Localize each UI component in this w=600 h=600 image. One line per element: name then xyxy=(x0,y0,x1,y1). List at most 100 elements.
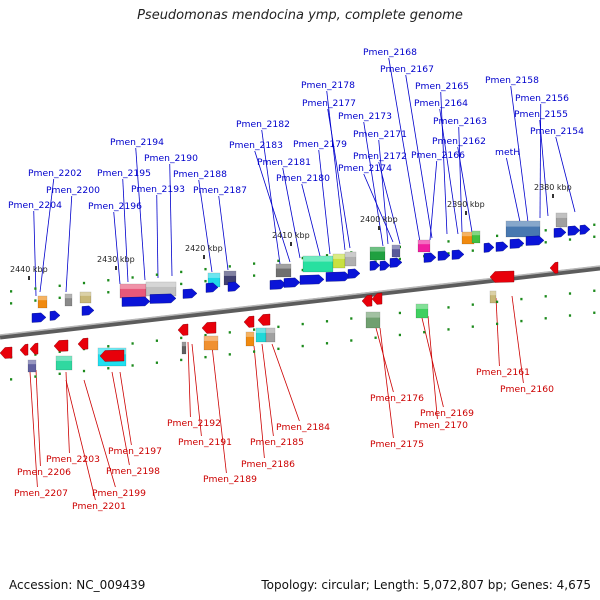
feature-box-shine xyxy=(56,356,72,361)
feature-box xyxy=(415,303,429,319)
label-leader-line xyxy=(111,371,130,466)
tick-mark xyxy=(107,367,110,370)
scale-label: 2420 kbp xyxy=(185,244,223,253)
reverse-gene-arrow xyxy=(201,321,217,334)
reverse-gene-arrow xyxy=(243,315,255,328)
gene-label-reverse: Pmen_2206 xyxy=(17,467,71,478)
gene-label-forward: Pmen_2183 xyxy=(229,140,283,151)
gene-label-forward: Pmen_2177 xyxy=(302,98,356,109)
gene-label-reverse: Pmen_2198 xyxy=(106,466,160,477)
forward-gene-arrow xyxy=(567,225,581,236)
forward-gene-arrow xyxy=(451,249,465,260)
label-leader-line xyxy=(33,210,37,297)
tick-mark xyxy=(10,290,13,293)
feature-box xyxy=(417,239,431,253)
tick-mark xyxy=(253,274,256,277)
gene-label-forward: Pmen_2162 xyxy=(432,136,486,147)
topology-text: Topology: circular; Length: 5,072,807 bp… xyxy=(261,578,591,592)
gene-label-forward: Pmen_2164 xyxy=(414,98,468,109)
feature-box xyxy=(275,263,292,278)
tick-mark xyxy=(398,311,401,315)
gene-label-forward: Pmen_2168 xyxy=(363,47,417,58)
tick-mark xyxy=(155,273,158,276)
tick-mark xyxy=(58,296,61,300)
tick-mark xyxy=(301,256,304,260)
forward-gene-arrow xyxy=(121,296,151,307)
label-leader-line xyxy=(510,85,529,223)
label-leader-line xyxy=(261,343,274,437)
label-leader-line xyxy=(169,163,173,277)
forward-gene-arrow xyxy=(553,227,567,238)
gene-label-forward: Pmen_2195 xyxy=(97,168,151,179)
tick-mark xyxy=(544,317,547,320)
label-leader-line xyxy=(156,194,159,279)
tick-mark xyxy=(301,344,304,348)
gene-label-reverse: Pmen_2201 xyxy=(72,501,126,512)
reverse-gene-arrow xyxy=(0,346,13,359)
gene-label-forward: Pmen_2174 xyxy=(338,163,392,174)
label-leader-line xyxy=(375,327,394,393)
label-leader-line xyxy=(555,136,576,213)
gene-label-reverse: Pmen_2184 xyxy=(276,422,330,433)
label-leader-line xyxy=(421,317,444,408)
forward-gene-arrow xyxy=(525,235,545,246)
gene-label-forward: metH xyxy=(495,147,520,158)
tick-mark xyxy=(447,240,450,243)
scale-label: 2390 kbp xyxy=(447,200,485,209)
feature-box xyxy=(245,331,255,347)
reverse-gene-arrow xyxy=(489,270,515,283)
tick-mark xyxy=(398,257,401,261)
forward-gene-arrow xyxy=(389,257,403,268)
tick-mark xyxy=(520,297,523,301)
tick-mark xyxy=(471,303,474,306)
label-leader-line xyxy=(440,91,448,235)
tick-mark xyxy=(180,282,183,286)
feature-box xyxy=(489,290,497,304)
accession-text: Accession: NC_009439 xyxy=(9,578,146,592)
tick-mark xyxy=(34,375,37,378)
tick-mark xyxy=(253,350,256,353)
label-leader-line xyxy=(211,345,227,474)
gene-label-reverse: Pmen_2185 xyxy=(250,437,304,448)
tick-mark xyxy=(374,336,377,339)
label-leader-line xyxy=(113,211,121,285)
label-leader-line xyxy=(327,108,351,249)
reverse-gene-arrow xyxy=(257,313,271,326)
scale-tick xyxy=(378,226,380,230)
tick-mark xyxy=(350,317,353,320)
label-leader-line xyxy=(254,150,291,263)
tick-mark xyxy=(544,295,547,298)
reverse-gene-arrow xyxy=(29,342,39,355)
gene-label-reverse: Pmen_2170 xyxy=(414,420,468,431)
label-leader-line xyxy=(282,167,301,259)
tick-mark xyxy=(568,292,572,295)
gene-label-forward: Pmen_2171 xyxy=(353,129,407,140)
label-leader-line xyxy=(405,74,433,239)
feature-box-shine xyxy=(370,247,385,252)
feature-box-shine xyxy=(256,328,266,333)
forward-gene-arrow xyxy=(579,224,591,235)
label-leader-line xyxy=(511,295,524,384)
reverse-gene-arrow xyxy=(53,339,69,352)
label-leader-line xyxy=(363,173,394,243)
label-leader-line xyxy=(495,297,500,367)
feature-box-shine xyxy=(462,232,474,237)
tick-mark xyxy=(277,347,280,351)
tick-mark xyxy=(350,339,353,342)
forward-gene-arrow xyxy=(31,312,47,323)
tick-mark xyxy=(447,252,450,255)
forward-gene-arrow xyxy=(347,268,361,279)
gene-label-forward: Pmen_2155 xyxy=(514,109,568,120)
tick-mark xyxy=(520,319,523,323)
tick-mark xyxy=(131,342,134,345)
gene-label-forward: Pmen_2202 xyxy=(28,168,82,179)
tick-mark xyxy=(544,241,547,244)
tick-mark xyxy=(204,279,207,283)
tick-mark xyxy=(107,345,110,348)
tick-mark xyxy=(471,249,474,252)
label-leader-line xyxy=(429,160,438,241)
label-leader-line xyxy=(427,315,438,420)
scale-tick xyxy=(28,276,30,280)
scale-label: 2440 kbp xyxy=(10,265,48,274)
gene-label-reverse: Pmen_2207 xyxy=(14,488,68,499)
